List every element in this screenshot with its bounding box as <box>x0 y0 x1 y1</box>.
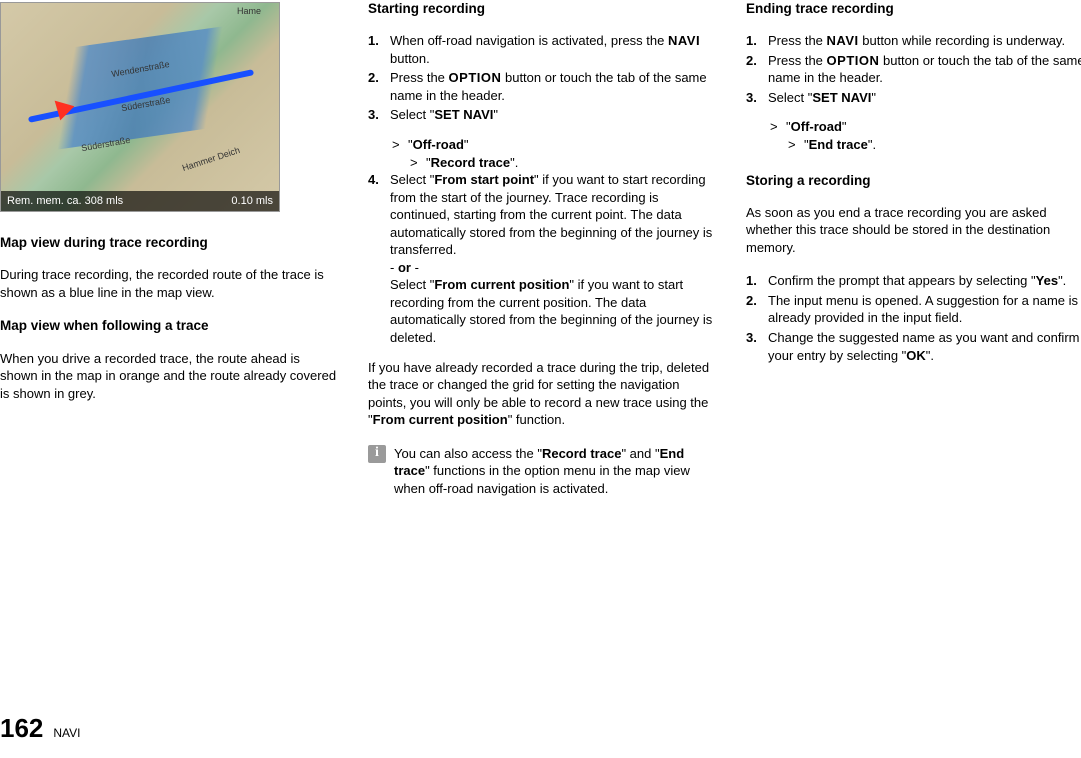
step-text: Confirm the prompt that appears by selec… <box>768 273 1036 288</box>
heading-storing-recording: Storing a recording <box>746 172 1081 190</box>
substep-record-trace: "Record trace". <box>368 154 718 172</box>
column-left: Hame Wendenstraße Süderstraße Süderstraß… <box>0 0 340 497</box>
column-middle: Starting recording When off-road navigat… <box>368 0 718 497</box>
steps-ending: Press the NAVI button while recording is… <box>746 32 1081 106</box>
steps-starting: When off-road navigation is activated, p… <box>368 32 718 124</box>
step-text: ". <box>1058 273 1066 288</box>
menu-off-road: Off-road <box>413 137 464 152</box>
substep-offroad: "Off-road" <box>746 118 1081 136</box>
info-text-part: " functions in the option menu in the ma… <box>394 463 690 496</box>
step-text: " <box>493 107 498 122</box>
step-3: Change the suggested name as you want an… <box>746 329 1081 364</box>
info-note: i You can also access the "Record trace"… <box>368 445 718 498</box>
menu-end-trace: End trace <box>809 137 868 152</box>
step-text: ". <box>868 137 876 152</box>
step-text: Press the <box>768 33 827 48</box>
para-map-view-following: When you drive a recorded trace, the rou… <box>0 350 340 403</box>
step-2: Press the OPTION button or touch the tab… <box>368 69 718 104</box>
step-text: ". <box>926 348 934 363</box>
page-number: 162 <box>0 711 43 746</box>
heading-ending-recording: Ending trace recording <box>746 0 1081 18</box>
info-text: You can also access the "Record trace" a… <box>394 445 718 498</box>
option-button-label: OPTION <box>827 53 880 68</box>
or-dash: - <box>411 260 419 275</box>
menu-from-current-position: From current position <box>434 277 569 292</box>
step-text: Press the <box>390 70 449 85</box>
step-1: Press the NAVI button while recording is… <box>746 32 1081 50</box>
heading-map-view-following: Map view when following a trace <box>0 317 340 335</box>
menu-record-trace-2: Record trace <box>542 446 621 461</box>
step-text: " <box>842 119 847 134</box>
step-text: When off-road navigation is activated, p… <box>390 33 668 48</box>
map-status-bar: Rem. mem. ca. 308 mls 0.10 mls <box>1 191 279 211</box>
step-text: Press the <box>768 53 827 68</box>
info-text-part: " and " <box>621 446 659 461</box>
para-map-view-recording: During trace recording, the recorded rou… <box>0 266 340 301</box>
step-2: The input menu is opened. A suggestion f… <box>746 292 1081 327</box>
menu-record-trace: Record trace <box>431 155 510 170</box>
map-rem-mem: Rem. mem. ca. 308 mls <box>7 194 123 209</box>
menu-from-start-point: From start point <box>434 172 534 187</box>
step-text: Select " <box>390 172 434 187</box>
column-right: Ending trace recording Press the NAVI bu… <box>746 0 1081 497</box>
info-text-part: You can also access the " <box>394 446 542 461</box>
option-button-label: OPTION <box>449 70 502 85</box>
footer-section: NAVI <box>53 725 80 741</box>
steps-storing: Confirm the prompt that appears by selec… <box>746 272 1081 364</box>
navi-button-label: NAVI <box>827 33 859 48</box>
step-text: ". <box>510 155 518 170</box>
info-icon: i <box>368 445 386 463</box>
step-text: Select " <box>390 107 434 122</box>
or-separator: or <box>398 260 411 275</box>
map-screenshot: Hame Wendenstraße Süderstraße Süderstraß… <box>0 2 280 212</box>
step-3: Select "SET NAVI" <box>746 89 1081 107</box>
para-text: " function. <box>508 412 565 427</box>
heading-starting-recording: Starting recording <box>368 0 718 18</box>
step-2: Press the OPTION button or touch the tab… <box>746 52 1081 87</box>
step-3: Select "SET NAVI" <box>368 106 718 124</box>
step-1: Confirm the prompt that appears by selec… <box>746 272 1081 290</box>
or-dash: - <box>390 260 398 275</box>
map-street-label: Hammer Deich <box>181 144 242 174</box>
menu-from-current-position-2: From current posi­tion <box>373 412 508 427</box>
btn-yes: Yes <box>1036 273 1058 288</box>
menu-set-navi: SET NAVI <box>434 107 493 122</box>
menu-set-navi: SET NAVI <box>812 90 871 105</box>
manual-page: Hame Wendenstraße Süderstraße Süderstraß… <box>0 0 1081 497</box>
steps-starting-cont: Select "From start point" if you want to… <box>368 171 718 346</box>
para-already-recorded: If you have already recorded a trace dur… <box>368 359 718 429</box>
step-text: " <box>464 137 469 152</box>
page-footer: 162 NAVI <box>0 711 81 746</box>
map-distance: 0.10 mls <box>231 194 273 209</box>
btn-ok: OK <box>906 348 926 363</box>
para-storing: As soon as you end a trace recording you… <box>746 204 1081 257</box>
map-river <box>1 18 279 157</box>
step-4: Select "From start point" if you want to… <box>368 171 718 346</box>
step-text: button. <box>390 51 430 66</box>
step-1: When off-road navigation is activated, p… <box>368 32 718 67</box>
map-street-label: Hame <box>237 5 261 17</box>
step-text: Select " <box>390 277 434 292</box>
navi-button-label: NAVI <box>668 33 700 48</box>
step-text: button while recording is un­derway. <box>859 33 1065 48</box>
substep-offroad: "Off-road" <box>368 136 718 154</box>
menu-off-road: Off-road <box>791 119 842 134</box>
heading-map-view-recording: Map view during trace recording <box>0 234 340 252</box>
step-text: " <box>871 90 876 105</box>
substep-end-trace: "End trace". <box>746 136 1081 154</box>
step-text: Select " <box>768 90 812 105</box>
